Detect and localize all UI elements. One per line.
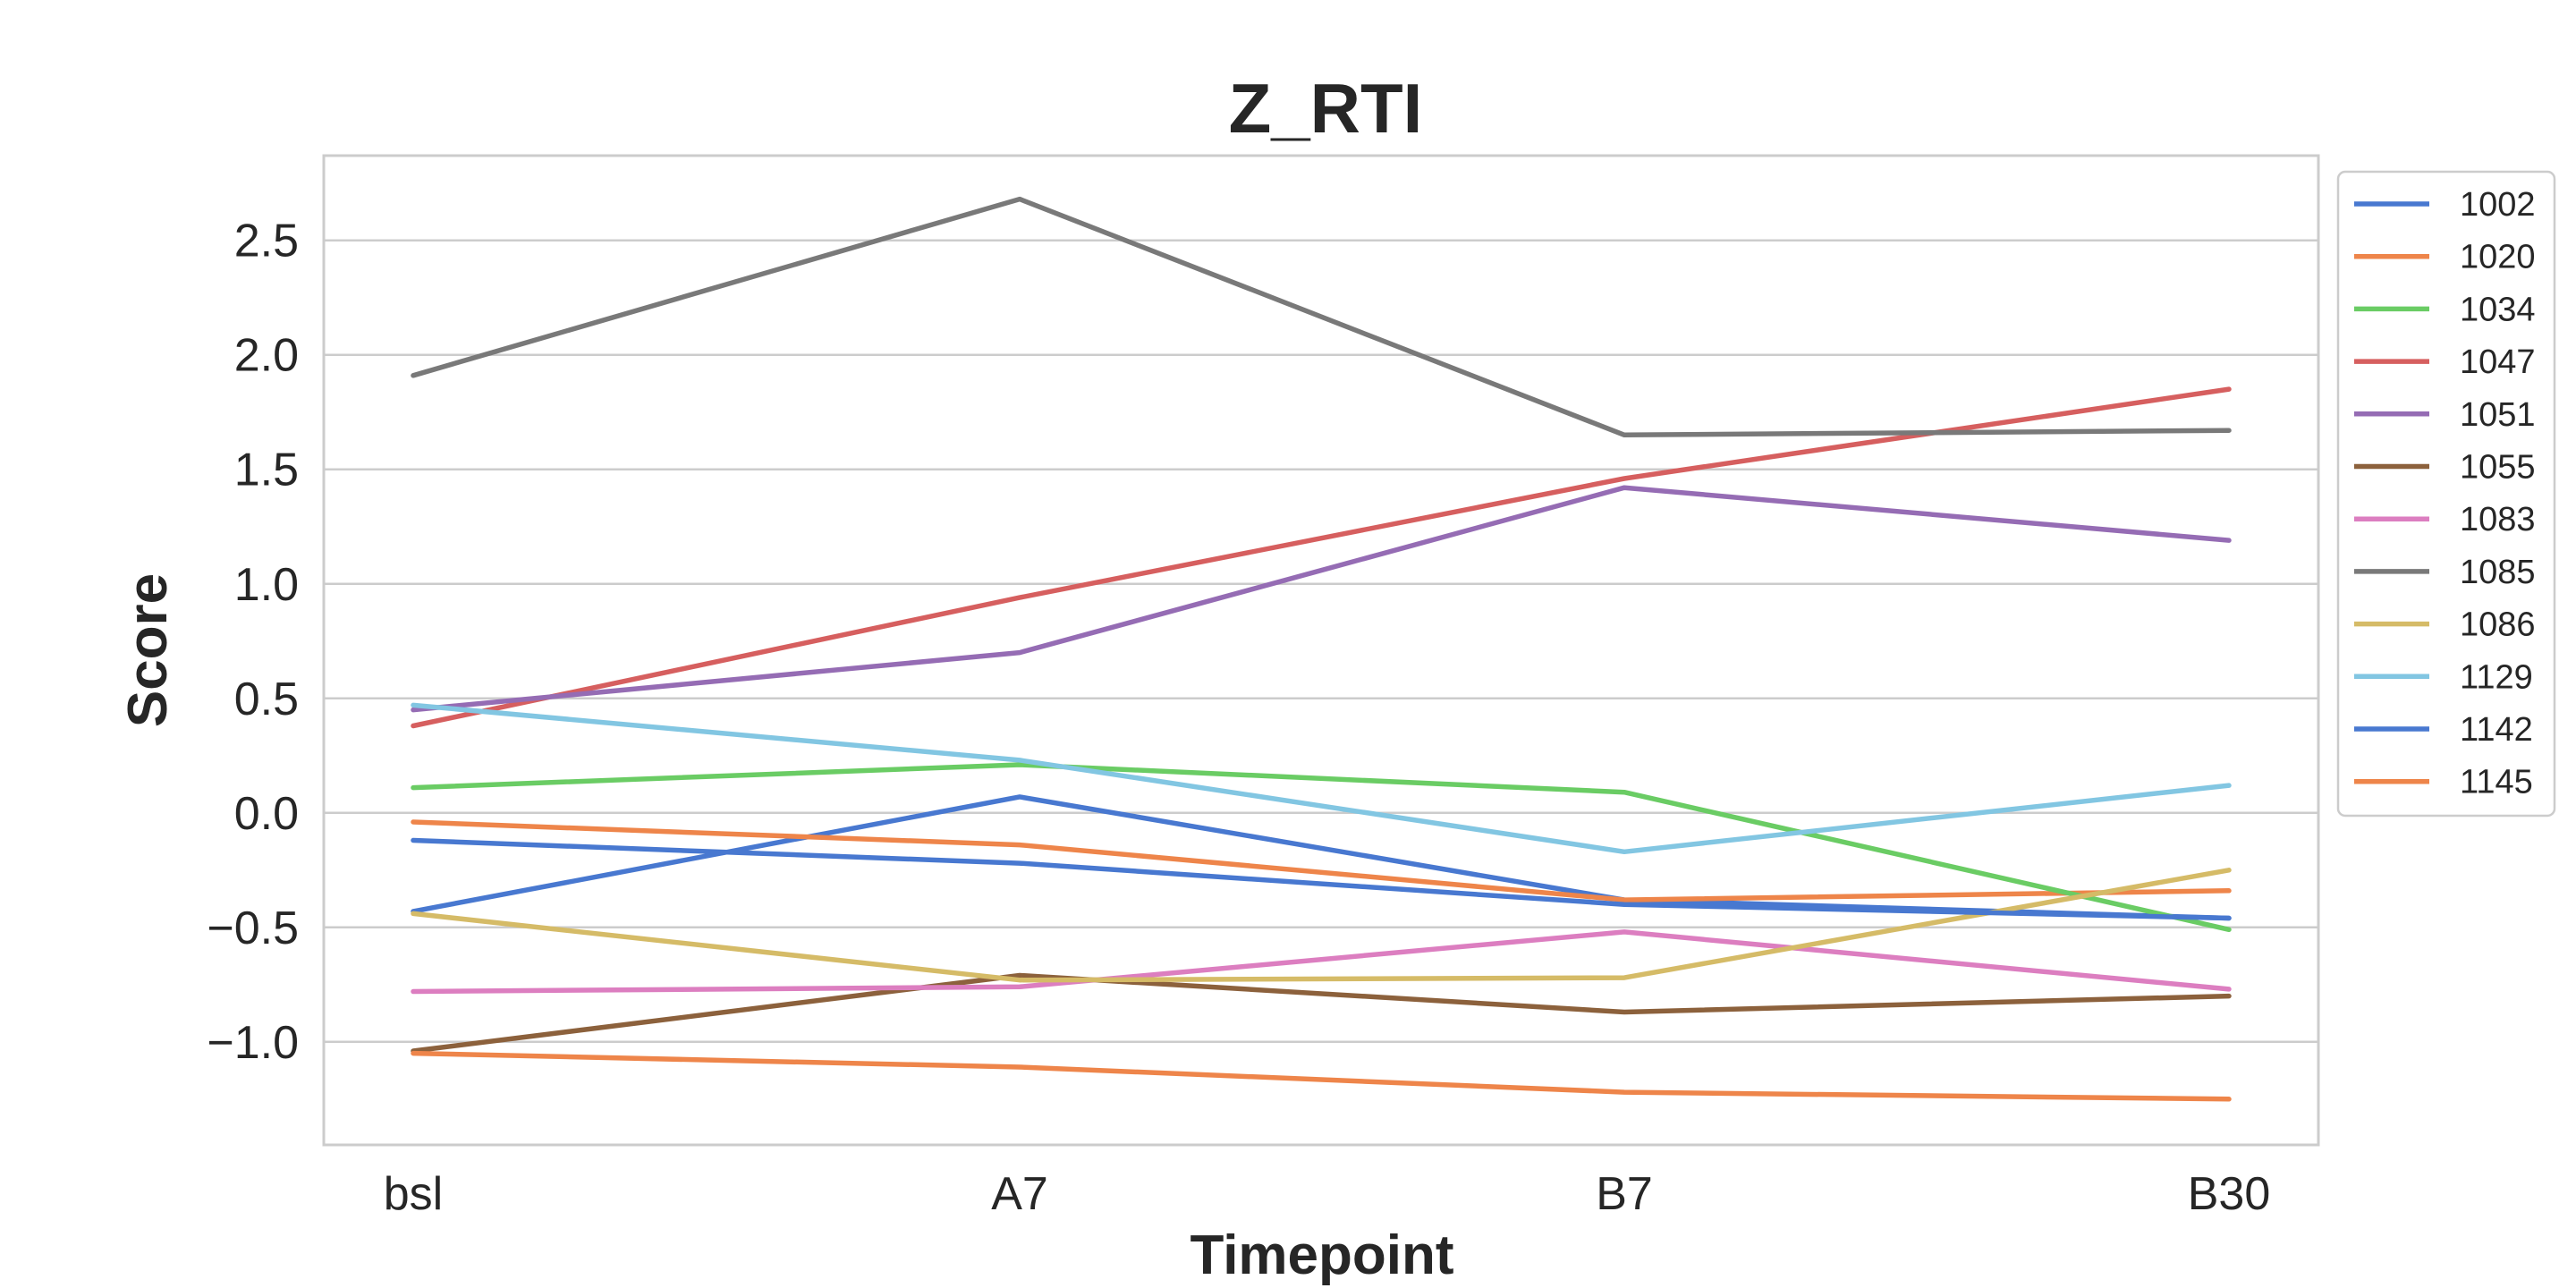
y-tick-label: 0.0: [234, 788, 299, 840]
series-line-1145: [411, 1050, 2232, 1102]
series-line-1085: [411, 196, 2232, 438]
plot-frame: [322, 154, 2320, 1147]
x-tick-label: A7: [991, 1168, 1048, 1220]
y-axis-ticks: −1.0 −0.5 0.0 0.5 1.0 1.5 2.0 2.5: [207, 216, 299, 1069]
legend: 1002 1020 1034 1047 1051 1055 1083 1085 1086 1129…: [2336, 170, 2556, 818]
grid: [324, 239, 2318, 1044]
y-tick-label: 2.5: [234, 216, 299, 267]
series-lines: [411, 196, 2232, 1102]
y-tick-label: 0.5: [234, 674, 299, 725]
legend-label: 1142: [2460, 711, 2533, 749]
y-tick-label: 1.5: [234, 445, 299, 496]
legend-label: 1051: [2460, 396, 2536, 434]
x-tick-label: B30: [2188, 1168, 2271, 1220]
series-line-1034: [411, 762, 2232, 933]
series-line-1055: [411, 972, 2232, 1054]
x-tick-label: bsl: [384, 1168, 443, 1220]
legend-label: 1055: [2460, 449, 2536, 487]
x-axis-label: Timepoint: [1190, 1224, 1453, 1286]
legend-label: 1086: [2460, 606, 2536, 644]
series-line-1020: [411, 819, 2232, 902]
y-axis-label: Score: [117, 573, 179, 727]
legend-label: 1002: [2460, 186, 2536, 224]
x-axis-ticks: bsl A7 B7 B30: [384, 1168, 2271, 1220]
legend-label: 1145: [2460, 764, 2533, 801]
y-tick-label: −0.5: [207, 902, 299, 954]
series-line-1051: [411, 485, 2232, 713]
x-tick-label: B7: [1596, 1168, 1653, 1220]
y-tick-label: 2.0: [234, 330, 299, 382]
series-line-1047: [411, 386, 2232, 729]
series-line-1142: [411, 837, 2232, 921]
chart-title: Z_RTI: [1229, 69, 1423, 148]
y-tick-label: 1.0: [234, 559, 299, 611]
legend-label: 1129: [2460, 658, 2533, 696]
series-line-1129: [411, 702, 2232, 855]
series-line-1083: [411, 929, 2232, 995]
legend-box: [2336, 170, 2556, 818]
legend-label: 1047: [2460, 343, 2536, 381]
series-line-1086: [411, 868, 2232, 983]
legend-label: 1085: [2460, 554, 2536, 591]
legend-label: 1083: [2460, 501, 2536, 538]
y-tick-label: −1.0: [207, 1017, 299, 1069]
legend-label: 1034: [2460, 291, 2536, 328]
legend-label: 1020: [2460, 239, 2536, 276]
